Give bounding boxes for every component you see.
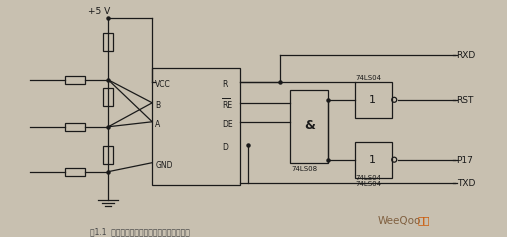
Text: B: B — [155, 101, 160, 110]
Bar — [152, 68, 240, 185]
Bar — [355, 142, 392, 178]
Text: DE: DE — [222, 120, 233, 129]
Text: &: & — [304, 119, 315, 132]
Text: A: A — [155, 120, 160, 129]
Text: R: R — [222, 80, 228, 89]
Text: P17: P17 — [457, 156, 474, 165]
Text: RST: RST — [457, 96, 474, 105]
Bar — [65, 168, 85, 176]
Text: 74LS04: 74LS04 — [356, 181, 382, 187]
Text: 1: 1 — [369, 95, 376, 105]
Bar — [355, 82, 392, 118]
Text: WeeQoo: WeeQoo — [378, 216, 421, 226]
Bar — [65, 123, 85, 131]
Text: 图1.1  总线驱动芯片和单片机间的间接连接图: 图1.1 总线驱动芯片和单片机间的间接连接图 — [90, 228, 190, 237]
Bar — [103, 33, 113, 51]
Text: +5 V: +5 V — [88, 7, 111, 16]
Bar — [103, 88, 113, 106]
Text: 74LS04: 74LS04 — [356, 175, 382, 181]
Text: 74LS08: 74LS08 — [291, 166, 317, 172]
Text: RE: RE — [222, 101, 232, 110]
Text: 74LS04: 74LS04 — [356, 75, 382, 81]
Text: VCC: VCC — [155, 80, 171, 89]
Text: RXD: RXD — [457, 51, 476, 60]
Bar — [290, 90, 328, 163]
Text: 维库: 维库 — [418, 216, 430, 226]
Text: TXD: TXD — [457, 179, 475, 188]
Bar — [103, 146, 113, 164]
Text: D: D — [222, 143, 228, 152]
Bar — [65, 76, 85, 84]
Text: 1: 1 — [369, 155, 376, 165]
Text: GND: GND — [155, 161, 173, 170]
